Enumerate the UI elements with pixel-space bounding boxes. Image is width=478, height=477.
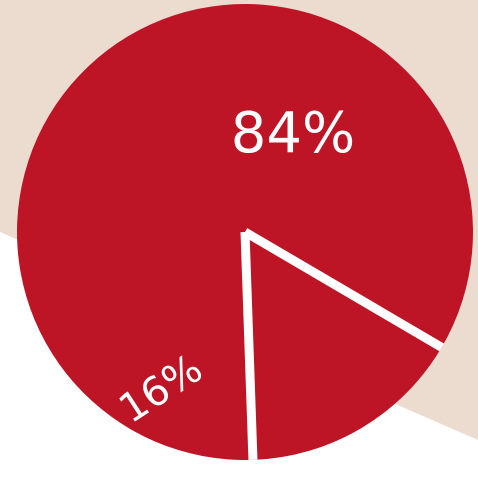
pie-slice-1 xyxy=(245,232,442,460)
pie-slices xyxy=(17,3,473,461)
slice-separator-0 xyxy=(240,231,258,461)
slice-label-large: 84% xyxy=(231,101,355,166)
slice-separator-1 xyxy=(242,228,444,352)
pie-slice-0 xyxy=(17,3,473,460)
